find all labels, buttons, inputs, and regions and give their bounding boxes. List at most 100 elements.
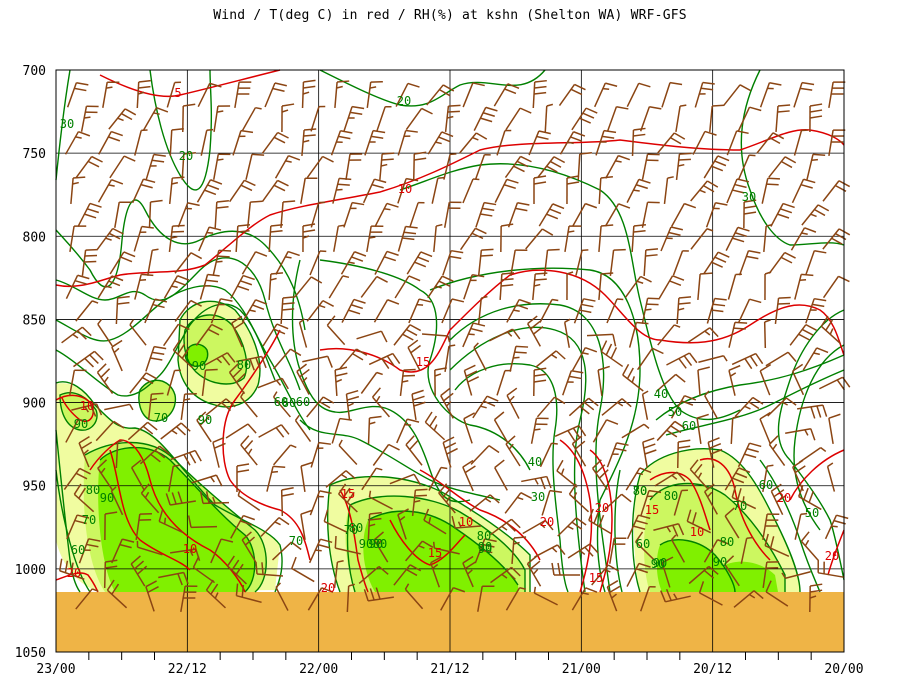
wind-barb-shaft — [98, 131, 112, 155]
wind-barb-flag — [402, 237, 415, 241]
wind-barb-flag — [805, 323, 817, 331]
wind-barb — [469, 494, 500, 512]
wind-barb-flag — [94, 350, 104, 361]
wind-barb-shaft — [661, 562, 671, 588]
rh-label: 80 — [664, 489, 678, 503]
wind-barb-flag — [648, 489, 662, 494]
temperature-contour — [649, 471, 711, 531]
wind-barb-flag — [380, 330, 388, 343]
wind-barb-flag — [671, 534, 677, 541]
wind-barb-shaft — [63, 468, 81, 490]
wind-barb — [557, 517, 587, 537]
wind-barb-flag — [218, 249, 232, 252]
wind-barb-shaft — [459, 132, 477, 154]
wind-barb-shaft — [733, 590, 755, 608]
wind-barb — [506, 298, 531, 323]
wind-barb-flag — [609, 585, 621, 594]
wind-barb-shaft — [214, 201, 218, 229]
wind-barb-flag — [409, 564, 422, 572]
wind-barb-flag — [440, 466, 448, 470]
rh-label: 70 — [344, 523, 358, 537]
wind-barb-shaft — [197, 83, 211, 107]
wind-barb-flag — [371, 183, 384, 189]
temperature-label: 15 — [416, 355, 430, 369]
wind-barb-flag — [151, 392, 164, 395]
wind-barb — [793, 129, 808, 156]
wind-barb — [793, 81, 815, 108]
rh-label: 90 — [651, 557, 665, 571]
wind-barb-flag — [597, 365, 610, 371]
wind-barb-shaft — [196, 419, 212, 443]
wind-barb-flag — [103, 376, 109, 383]
wind-barb-shaft — [759, 418, 771, 444]
wind-barb-flag — [810, 583, 823, 587]
wind-barb — [345, 153, 363, 180]
wind-barb-flag — [85, 248, 98, 251]
wind-barb-shaft — [727, 274, 737, 300]
wind-barb-flag — [442, 436, 455, 444]
wind-barb-flag — [144, 491, 150, 499]
wind-barb-flag — [414, 157, 427, 161]
wind-barb-flag — [592, 459, 602, 469]
wind-barb — [397, 508, 409, 540]
wind-barb — [389, 473, 421, 486]
wind-barb-flag — [602, 87, 610, 90]
wind-barb-flag — [383, 256, 397, 262]
wind-barb-shaft — [133, 226, 143, 252]
wind-barb-shaft — [397, 130, 407, 156]
wind-barb-flag — [58, 558, 63, 571]
wind-barb — [131, 178, 156, 204]
wind-barb-shaft — [310, 202, 320, 228]
wind-barb-flag — [108, 136, 121, 142]
wind-barb-shaft — [673, 490, 683, 516]
wind-barb-shaft — [724, 563, 740, 587]
wind-barb-flag — [644, 449, 657, 455]
wind-barb-flag — [210, 583, 219, 595]
wind-barb — [111, 538, 135, 564]
wind-barb-flag — [252, 304, 265, 311]
wind-barb-flag — [145, 372, 158, 380]
wind-barb-shaft — [573, 298, 585, 324]
wind-barb-flag — [709, 327, 719, 338]
wind-barb-flag — [746, 536, 754, 540]
temperature-contour — [419, 469, 541, 561]
wind-barb — [626, 562, 651, 587]
wind-barb-shaft — [598, 177, 602, 205]
wind-barb — [360, 371, 383, 394]
wind-barb-shaft — [791, 178, 805, 204]
wind-barb — [405, 107, 433, 130]
wind-barb-flag — [551, 442, 558, 445]
wind-barb-shaft — [709, 105, 713, 133]
wind-barb-flag — [302, 91, 310, 95]
wind-barb-shaft — [109, 251, 125, 275]
wind-barb-shaft — [115, 297, 119, 325]
wind-barb-flag — [216, 206, 229, 209]
wind-barb — [393, 564, 422, 586]
wind-barb — [817, 560, 844, 578]
wind-barb — [532, 79, 547, 109]
wind-barb-shaft — [699, 592, 723, 606]
wind-barb-shaft — [331, 418, 341, 444]
wind-barb-flag — [413, 499, 421, 503]
wind-barb-flag — [412, 395, 425, 401]
wind-barb-flag — [588, 397, 599, 407]
wind-barb-flag — [601, 272, 614, 275]
wind-barb-shaft — [670, 395, 686, 419]
wind-barb — [429, 556, 442, 588]
wind-barb-flag — [448, 104, 461, 107]
wind-barb-flag — [464, 364, 476, 372]
wind-barb-shaft — [232, 130, 242, 156]
wind-barb-shaft — [606, 442, 618, 468]
wind-barb-flag — [501, 278, 514, 281]
wind-barb-shaft — [258, 424, 282, 438]
wind-barb-shaft — [66, 82, 78, 108]
wind-barb-flag — [381, 358, 390, 370]
wind-barb — [360, 275, 388, 298]
wind-barb-flag — [585, 587, 598, 593]
wind-barb-flag — [704, 390, 710, 397]
wind-barb-flag — [381, 158, 394, 161]
wind-barb — [641, 297, 660, 324]
wind-barb-flag — [736, 178, 750, 183]
wind-barb-flag — [152, 248, 159, 251]
wind-barb-flag — [237, 489, 241, 496]
